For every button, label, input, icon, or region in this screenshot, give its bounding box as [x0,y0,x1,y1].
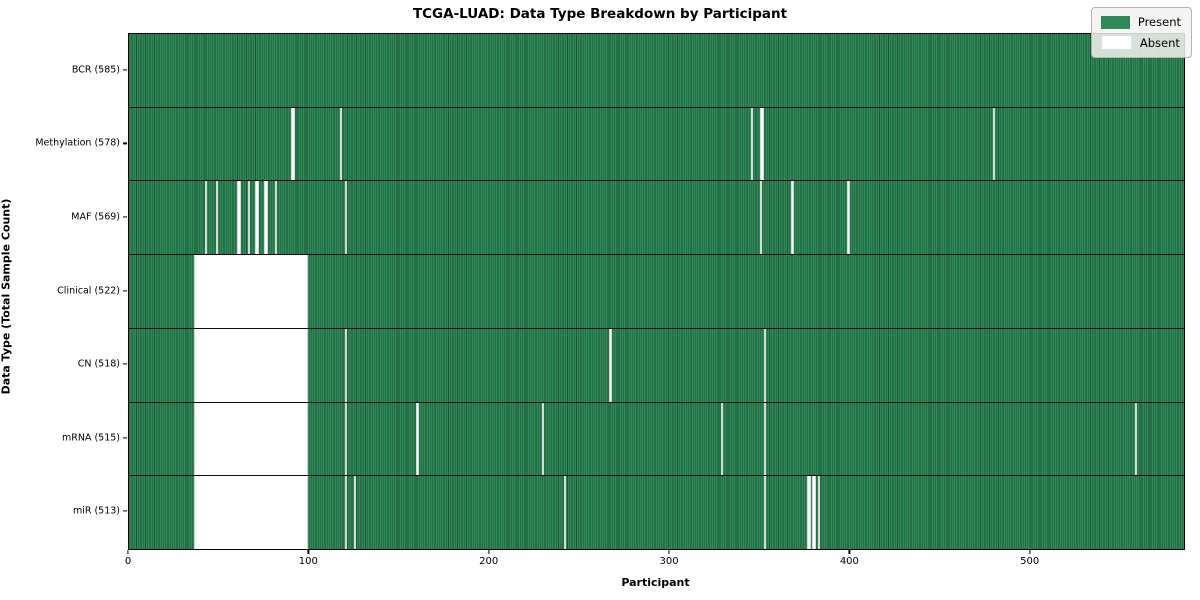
absent-segment [193,328,308,402]
heatmap-row-bcr [129,34,1184,108]
x-tick-mark [848,550,850,554]
x-tick-mark [668,550,670,554]
absent-segment [345,476,348,550]
absent-segment [720,402,723,476]
absent-segment [992,107,995,181]
x-tick-label-300: 300 [659,556,679,567]
y-tick-mark [123,510,127,512]
absent-segment [563,476,566,550]
x-tick-mark [307,550,309,554]
absent-segment [340,107,342,181]
legend-label-absent: Absent [1139,35,1180,50]
absent-segment [204,181,207,255]
heatmap-row-mrna [129,402,1184,477]
heatmap-row-cn [129,328,1184,403]
absent-segment [275,181,278,255]
absent-segment [541,402,544,476]
y-tick-mark [123,216,127,218]
heatmap-row-maf [129,181,1184,256]
legend: Present Absent [1090,7,1192,58]
legend-label-present: Present [1137,15,1181,29]
legend-entry-absent: Absent [1100,35,1181,50]
absent-segment [790,181,795,255]
heatmap-row-methylation [129,107,1184,182]
y-tick-mark [123,289,127,292]
absent-segment [763,402,766,476]
present-swatch-icon [1100,15,1130,29]
absent-segment [812,476,817,550]
absent-segment [248,181,251,255]
x-tick-label-100: 100 [298,556,318,567]
absent-segment [291,107,295,181]
absent-segment [760,107,764,181]
absent-segment [415,402,420,476]
absent-segment [354,476,357,550]
absent-segment [193,402,308,476]
absent-segment [807,476,811,550]
absent-segment [345,328,348,402]
y-tick-label-clinical: Clinical (522) [57,285,120,296]
absent-swatch-icon [1100,35,1132,50]
x-tick-label-200: 200 [479,556,499,567]
x-tick-label-0: 0 [124,556,132,567]
x-axis-label: Participant [621,576,690,589]
x-tick-mark [1029,550,1031,554]
y-tick-label-methylation: Methylation (578) [35,137,120,149]
absent-segment [846,181,851,255]
absent-segment [760,181,763,255]
x-tick-label-500: 500 [1020,556,1040,567]
absent-segment [1135,402,1138,476]
absent-segment [255,181,259,255]
y-axis-label: Data Type (Total Sample Count) [0,198,13,395]
y-tick-label-mrna: mRNA (515) [61,432,120,444]
y-tick-mark [123,437,127,439]
absent-segment [608,328,613,402]
x-tick-mark [127,550,129,554]
absent-segment [345,181,348,255]
absent-segment [763,476,766,550]
y-tick-mark [123,142,127,144]
heatmap-plot-area [128,33,1185,550]
y-tick-label-bcr: BCR (585) [71,64,120,76]
absent-segment [193,255,308,328]
absent-segment [751,107,754,181]
y-tick-mark [123,363,127,365]
y-tick-label-mir: miR (513) [72,505,120,517]
x-tick-mark [488,550,490,554]
absent-segment [264,181,268,255]
x-tick-label-400: 400 [839,556,859,567]
legend-entry-present: Present [1100,15,1181,29]
absent-segment [193,476,308,550]
absent-segment [763,328,766,402]
absent-segment [345,402,348,476]
absent-segment [817,476,820,550]
absent-segment [237,181,241,255]
y-tick-label-cn: CN (518) [77,358,120,370]
absent-segment [215,181,218,255]
heatmap-row-clinical [129,255,1184,329]
chart-title: TCGA-LUAD: Data Type Breakdown by Partic… [412,6,788,22]
y-tick-mark [123,69,127,71]
y-tick-label-maf: MAF (569) [71,211,120,223]
heatmap-row-mir [129,476,1184,550]
